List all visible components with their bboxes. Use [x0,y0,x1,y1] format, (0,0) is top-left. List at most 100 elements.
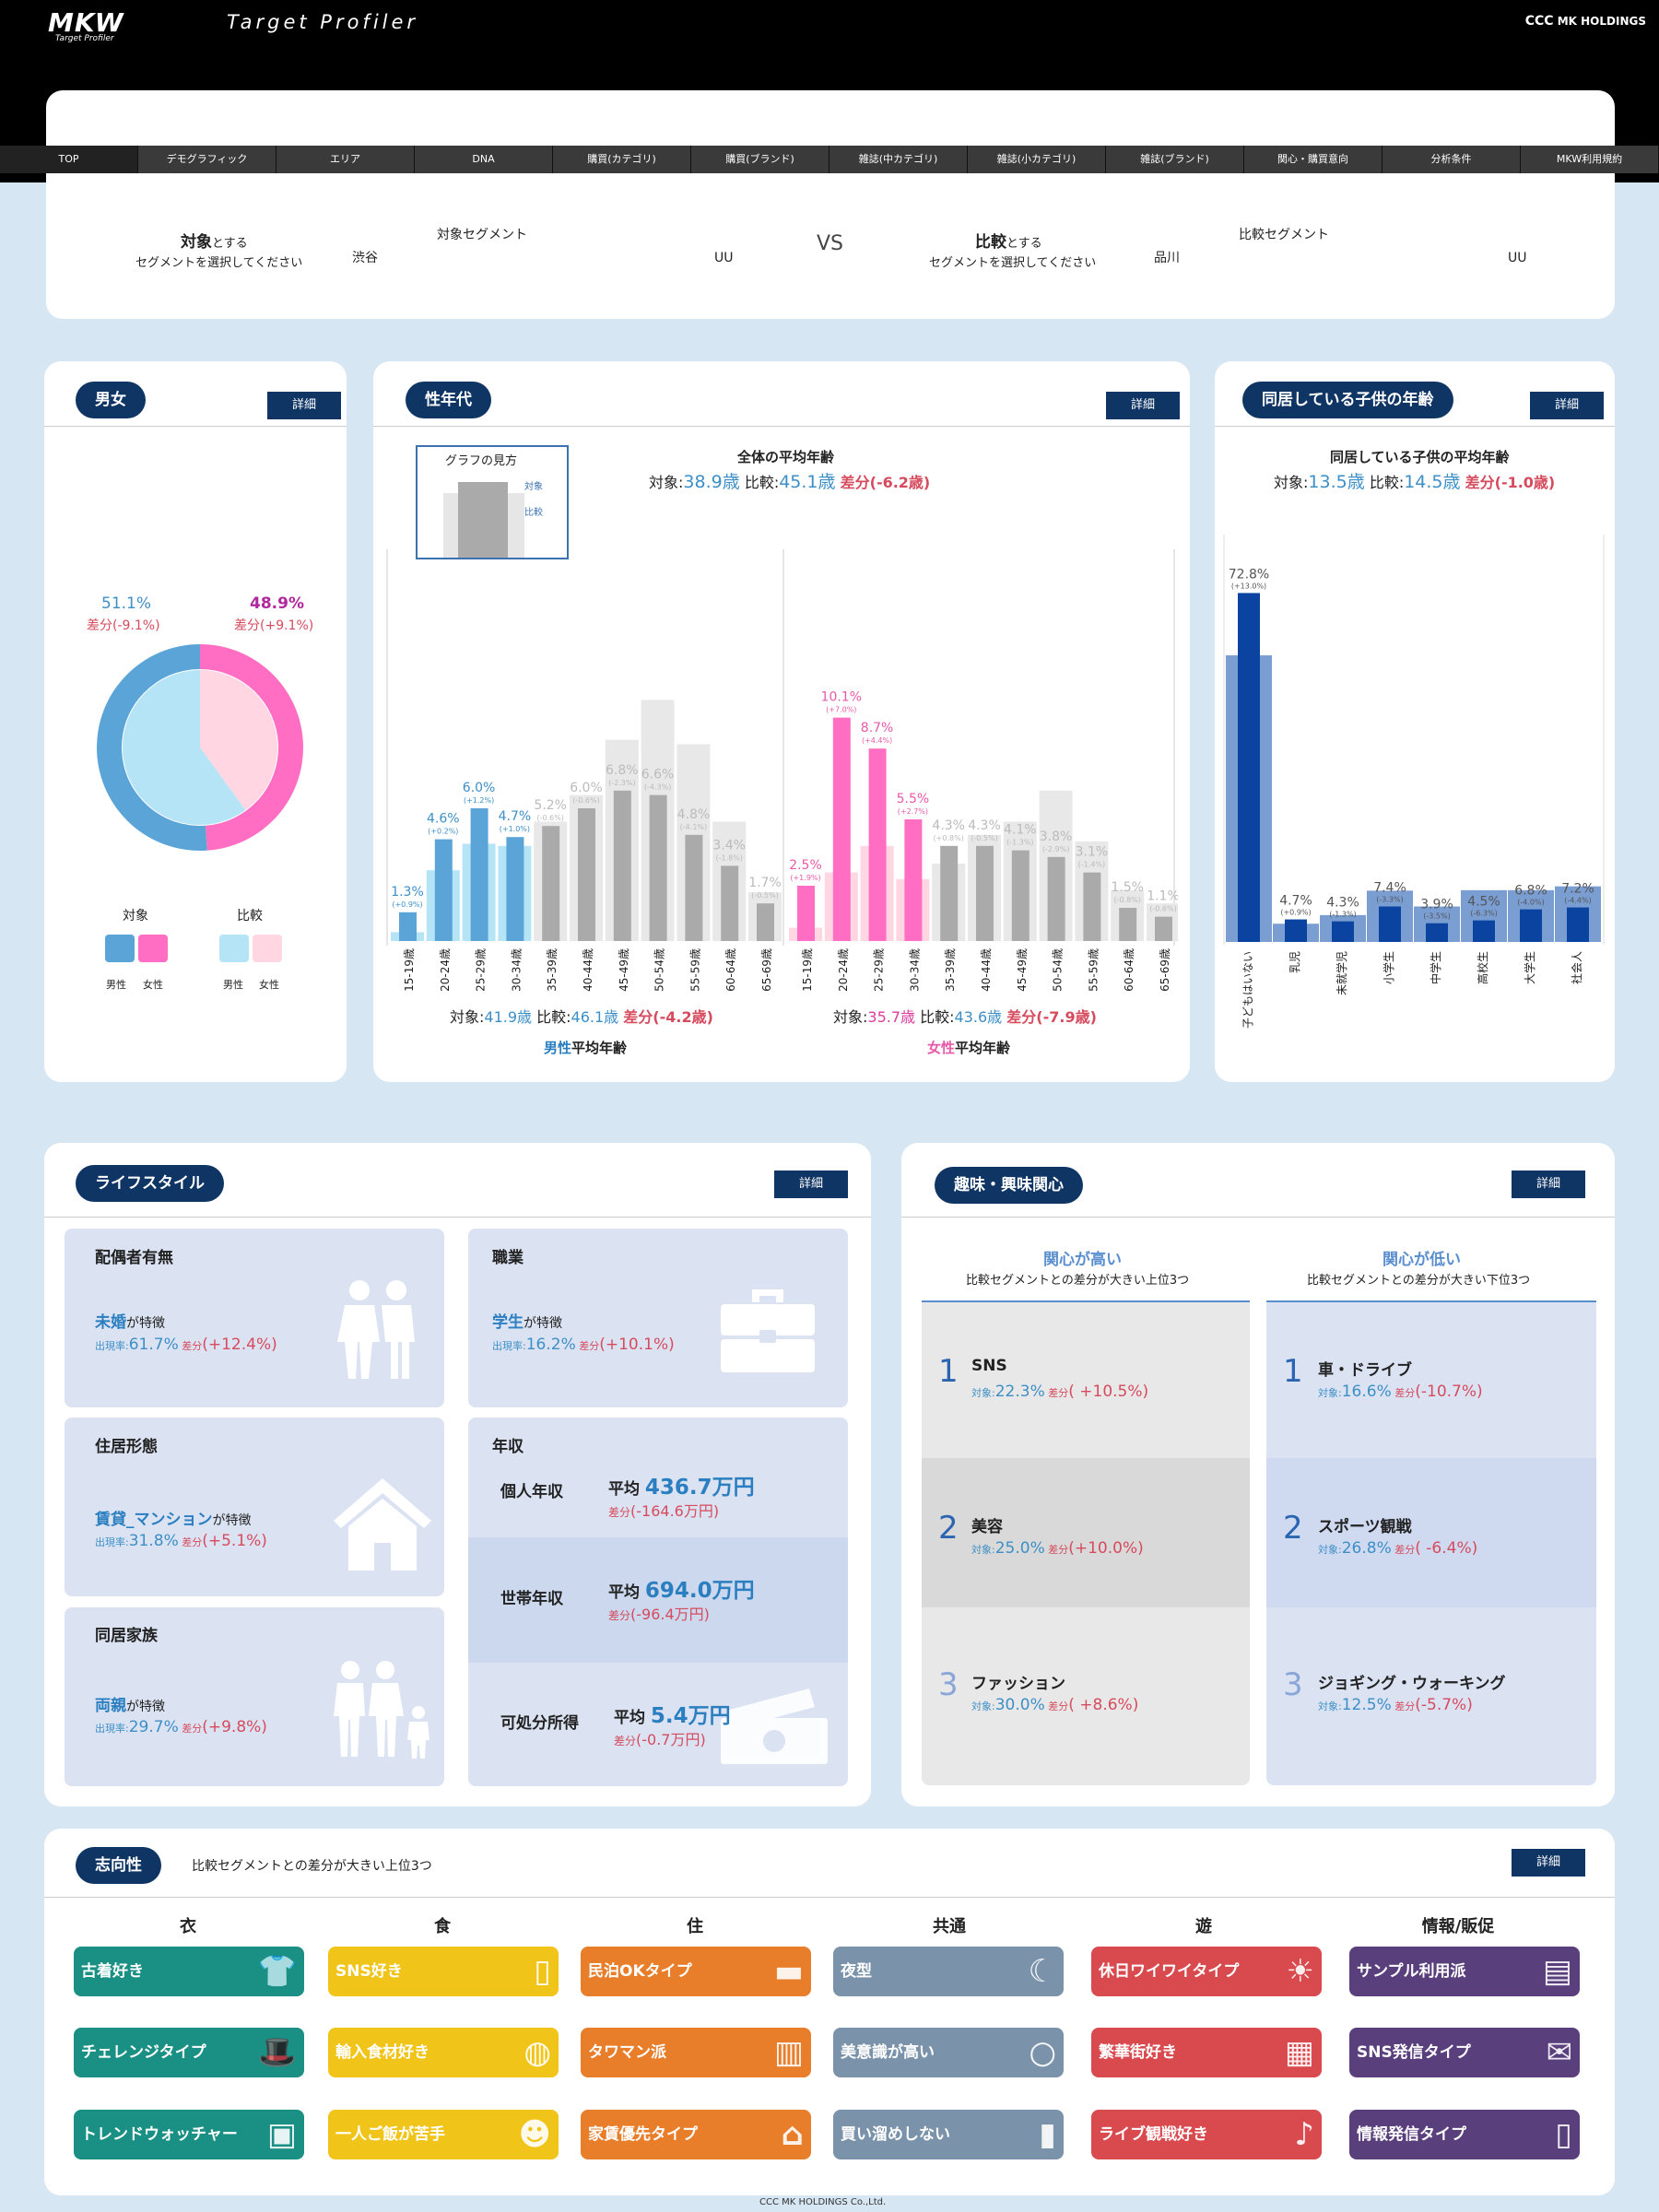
compare-sub: セグメントを選択してください [929,256,1097,270]
children-diff-label: (-3.3%) [1376,896,1403,904]
tag-rent-first[interactable]: 家賃優先タイプ ⌂ [581,2110,811,2159]
sample-icon: ▤ [1542,1953,1572,1990]
tag-vintage[interactable]: 古着好き 👕 [74,1947,304,1996]
children-target-bar [1332,921,1354,942]
sexage-card [373,361,1190,1082]
high-header-bg [922,1232,1250,1302]
nav-demographic[interactable]: デモグラフィック [138,146,276,173]
tag-night[interactable]: 夜型 ☾ [833,1947,1064,1996]
tag-trend[interactable]: トレンドウォッチャー ▣ [74,2110,304,2159]
orientation-title: 志向性 [76,1847,161,1884]
column-clothing: 衣 [180,1917,196,1936]
nav-dna[interactable]: DNA [415,146,553,173]
tag-beauty[interactable]: 美意識が高い ○ [833,2028,1064,2077]
tag-rent-first-label: 家賃優先タイプ [588,2125,698,2144]
house-small-icon: ⌂ [781,2116,804,2153]
nav-top[interactable]: TOP [0,146,138,173]
orientation-detail-button[interactable]: 詳細 [1512,1849,1585,1877]
low-rate-2: 26.8% [1341,1539,1392,1558]
target-segment-select[interactable]: 渋谷 UU [352,246,734,270]
phone-icon: ▯ [534,1953,551,1990]
nav-magazine-mid[interactable]: 雑誌(中カテゴリ) [830,146,968,173]
male-avg-target: 41.9歳 [484,1008,533,1026]
tag-info-post[interactable]: 情報発信タイプ ▯ [1349,2110,1580,2159]
tag-no-stock[interactable]: 買い溜めしない ▮ [833,2110,1064,2159]
low-rate-row-3: 対象:12.5% 差分(-5.7%) [1318,1696,1473,1714]
children-value-label: 4.3% [1326,896,1359,911]
children-tick-label: 未就学児 [1335,951,1348,995]
tag-tower[interactable]: タワマン派 ▥ [581,2028,811,2077]
male-value-label: 6.0% [570,781,603,795]
male-target-bar [470,808,488,941]
tag-solo-meal-label: 一人ご飯が苦手 [335,2125,445,2144]
male-diff-label: (-2.3%) [608,779,635,787]
mkw-logo[interactable]: MKW Target Profiler [48,7,124,43]
compare-segment-select[interactable]: 品川 UU [1154,246,1532,270]
children-diff-label: (-6.3%) [1470,910,1497,918]
legend-compare-female-swatch [253,935,282,962]
household-income-value: 694.0万円 [644,1579,755,1603]
tag-sns-food[interactable]: SNS好き ▯ [328,1947,559,1996]
nav-magazine-brand[interactable]: 雑誌(ブランド) [1106,146,1244,173]
nav-terms[interactable]: MKW利用規約 [1521,146,1659,173]
male-tick-label: 50-54歳 [653,948,666,992]
compare-segment-value: 品川 [1154,251,1180,265]
tag-sns-post[interactable]: SNS発信タイプ ✉ [1349,2028,1580,2077]
lifestyle-title: ライフスタイル [76,1165,224,1202]
jump-person-icon: ☀ [1286,1953,1314,1990]
tag-sample-label: サンプル利用派 [1357,1962,1466,1981]
city-icon: ▦ [1284,2034,1314,2071]
footer-copyright: CCC MK HOLDINGS Co.,Ltd. [759,2197,887,2207]
gender-detail-button[interactable]: 詳細 [267,392,341,419]
personal-income-diff-label: 差分 [608,1506,631,1519]
tag-airbnb[interactable]: 民泊OKタイプ ▬ [581,1947,811,1996]
high-name-3: ファッション [971,1675,1065,1693]
tag-beauty-label: 美意識が高い [841,2043,935,2062]
app-title: Target Profiler [227,11,419,33]
female-value-label: 2.5% [789,858,822,873]
column-info: 情報/販促 [1421,1917,1495,1936]
tag-sample[interactable]: サンプル利用派 ▤ [1349,1947,1580,1996]
sexage-detail-button[interactable]: 詳細 [1106,392,1180,419]
low-name-1: 車・ドライブ [1318,1361,1412,1380]
children-diff-label: (-4.0%) [1517,899,1544,907]
children-target-bar [1285,919,1307,942]
tag-live[interactable]: ライブ観戦好き ♪ [1091,2110,1322,2159]
nav-purchase-category[interactable]: 購買(カテゴリ) [553,146,691,173]
interests-detail-button[interactable]: 詳細 [1512,1171,1585,1198]
female-tick-label: 55-59歳 [1087,948,1100,992]
tag-challenge[interactable]: チェレンジタイプ 🎩 [74,2028,304,2077]
family-title: 同居家族 [95,1627,158,1645]
tag-imported-food[interactable]: 輸入食材好き ◍ [328,2028,559,2077]
high-rate-3: 30.0% [994,1696,1045,1714]
personal-income-value: 436.7万円 [644,1476,755,1500]
lifestyle-detail-button[interactable]: 詳細 [774,1171,848,1198]
target-heading: 対象とする [181,229,248,252]
male-diff-label: (-1.8%) [715,853,742,862]
male-value-label: 6.0% [463,781,496,795]
children-tick-label: 小学生 [1382,951,1395,984]
high-rate-2: 25.0% [994,1539,1045,1558]
tag-weekend[interactable]: 休日ワイワイタイプ ☀ [1091,1947,1322,1996]
female-tick-label: 15-19歳 [801,948,814,992]
children-tick-label: 中学生 [1429,951,1442,984]
nav-magazine-small[interactable]: 雑誌(小カテゴリ) [968,146,1106,173]
low-name-3: ジョギング・ウォーキング [1318,1675,1506,1693]
spouse-rate: 61.7% [128,1335,179,1354]
nav-area[interactable]: エリア [276,146,415,173]
tag-downtown[interactable]: 繁華街好き ▦ [1091,2028,1322,2077]
sexage-avg-row: 対象:38.9歳 比較:45.1歳 差分(-6.2歳) [649,468,930,493]
nav-interest[interactable]: 関心・購買意向 [1244,146,1382,173]
low-interest-box [1266,1232,1596,1785]
children-tick-label: 社会人 [1570,951,1583,984]
nav-conditions[interactable]: 分析条件 [1382,146,1521,173]
female-caption-b: 平均年齢 [955,1040,1011,1056]
male-avg-compare: 46.1歳 [571,1008,619,1026]
children-detail-button[interactable]: 詳細 [1530,392,1604,419]
compare-seg-label: 比較セグメント [1239,228,1329,242]
female-avg-row: 対象:35.7歳 比較:43.6歳 差分(-7.9歳) [833,1005,1097,1027]
male-target-bar [613,790,631,941]
spouse-suffix: が特徴 [126,1316,165,1331]
tag-solo-meal[interactable]: 一人ご飯が苦手 ☻ [328,2110,559,2159]
nav-purchase-brand[interactable]: 購買(ブランド) [691,146,830,173]
